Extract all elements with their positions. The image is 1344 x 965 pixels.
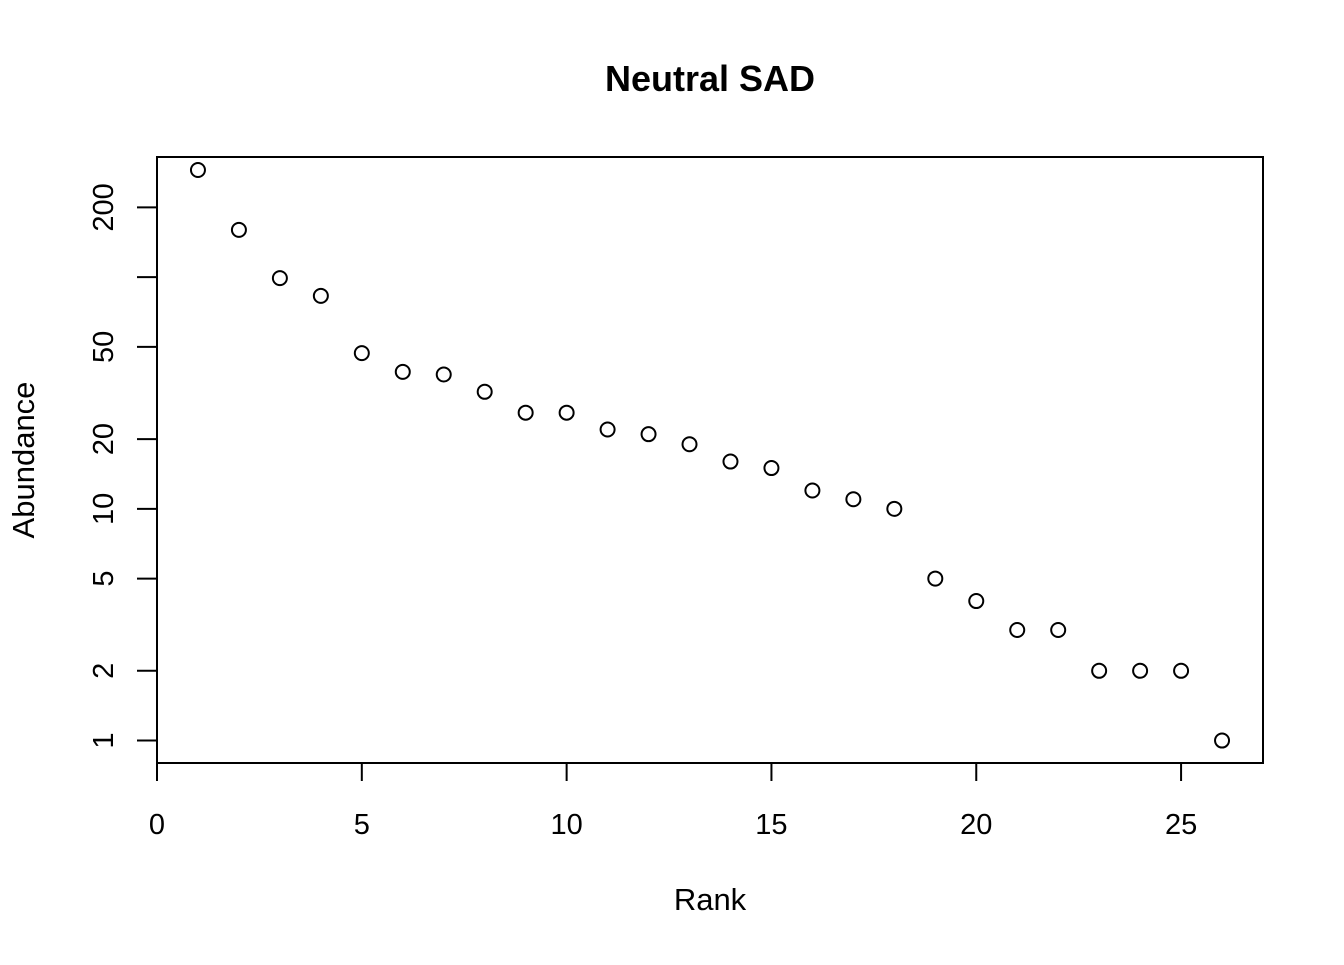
data-point	[1091, 662, 1108, 679]
data-point	[189, 162, 206, 179]
data-point	[763, 460, 780, 477]
data-point	[968, 593, 985, 610]
data-point	[312, 287, 329, 304]
data-points	[189, 162, 1231, 749]
y-tick-label: 10	[88, 493, 120, 525]
data-point	[558, 404, 575, 421]
data-point	[1214, 732, 1231, 749]
y-axis-label: Abundance	[6, 381, 41, 539]
data-point	[804, 482, 821, 499]
data-point	[681, 436, 698, 453]
data-point	[1009, 621, 1026, 638]
x-axis-label: Rank	[673, 882, 747, 917]
data-point	[845, 491, 862, 508]
x-tick-label: 20	[960, 809, 992, 841]
x-tick-label: 25	[1165, 809, 1197, 841]
data-point	[353, 345, 370, 362]
data-point	[886, 500, 903, 517]
data-point	[394, 363, 411, 380]
data-point	[1050, 621, 1067, 638]
data-point	[640, 426, 657, 443]
data-point	[435, 366, 452, 383]
data-point	[722, 453, 739, 470]
x-tick-label: 0	[149, 809, 165, 841]
data-point	[1132, 662, 1149, 679]
data-point	[230, 221, 247, 238]
y-axis: 1 2 5 10 20 50 200	[88, 183, 158, 749]
y-tick-label: 200	[88, 183, 120, 231]
y-tick-label: 50	[88, 331, 120, 363]
x-tick-label: 10	[550, 809, 582, 841]
y-tick-label: 20	[88, 423, 120, 455]
plot-frame	[156, 156, 1264, 764]
x-axis: 0 5 10 15 20 25	[149, 762, 1197, 841]
data-point	[517, 404, 534, 421]
data-point	[599, 421, 616, 438]
x-tick-label: 5	[354, 809, 370, 841]
data-point	[1173, 662, 1190, 679]
data-point	[271, 270, 288, 287]
x-tick-label: 15	[755, 809, 787, 841]
data-point	[927, 570, 944, 587]
y-tick-label: 2	[88, 663, 120, 679]
data-point	[476, 383, 493, 400]
chart-title: Neutral SAD	[604, 58, 816, 99]
y-tick-label: 1	[88, 732, 120, 748]
y-tick-label: 5	[88, 571, 120, 587]
